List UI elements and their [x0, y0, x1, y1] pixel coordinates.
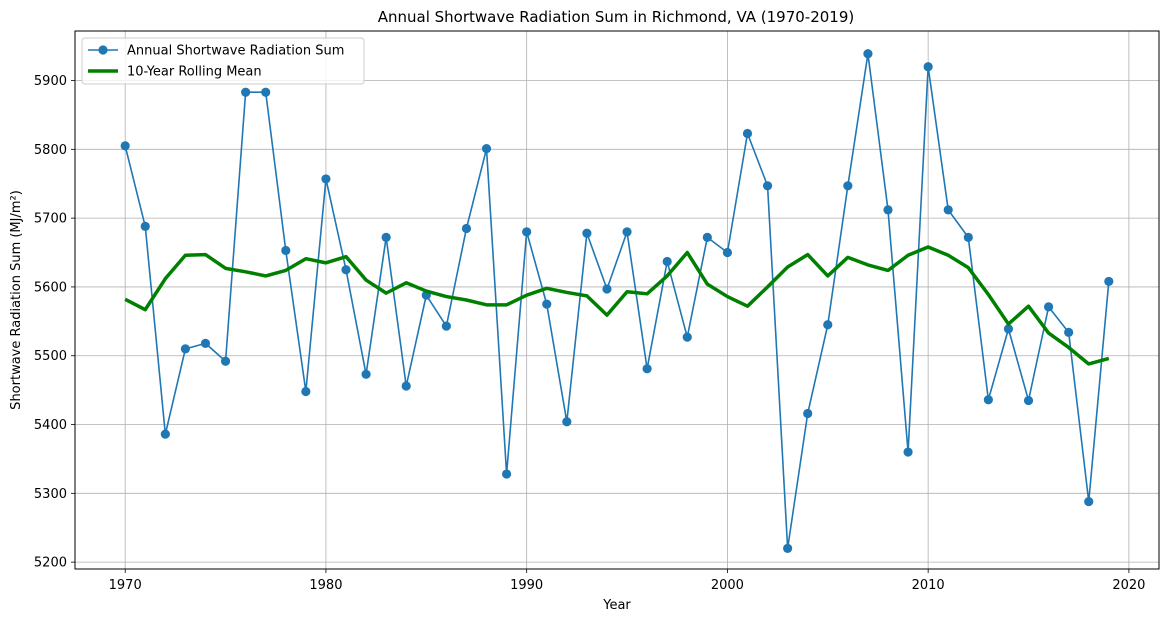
data-point: [783, 543, 793, 553]
data-point: [762, 181, 773, 191]
x-tick-label: 1980: [309, 578, 342, 593]
data-point: [582, 228, 592, 238]
data-point: [381, 232, 391, 242]
y-tick-label: 5400: [34, 418, 67, 433]
data-point: [401, 381, 411, 391]
data-point: [1064, 327, 1074, 337]
data-point: [361, 369, 371, 379]
data-point: [983, 395, 993, 405]
data-point: [963, 232, 973, 242]
y-tick-label: 5900: [34, 74, 67, 89]
data-point: [903, 447, 913, 457]
y-tick-label: 5500: [34, 349, 67, 364]
legend-marker: [98, 45, 108, 55]
data-point: [140, 221, 150, 231]
series-line-2: [124, 245, 1110, 366]
data-point: [261, 87, 271, 97]
data-point: [863, 49, 873, 59]
data-point: [180, 344, 191, 354]
y-tick-label: 5200: [34, 556, 67, 571]
series-line-1: [124, 52, 1110, 550]
y-axis: 5200 5300 5400 5500 5600 5700 5800 5900: [34, 74, 75, 571]
data-point: [321, 174, 331, 184]
data-point: [662, 256, 672, 267]
data-point: [682, 332, 692, 342]
x-axis: 1970 1980 1990 2000 2010 2020: [109, 569, 1145, 593]
data-point: [501, 469, 512, 479]
y-tick-label: 5800: [34, 143, 67, 158]
y-tick-label: 5300: [34, 487, 67, 502]
data-point: [722, 247, 733, 258]
data-point: [200, 338, 211, 348]
data-point: [823, 320, 833, 330]
x-tick-label: 1990: [510, 578, 543, 593]
plot-frame: [74, 30, 1160, 570]
y-tick-label: 5600: [34, 280, 67, 295]
data-point: [642, 364, 652, 374]
x-tick-label: 2000: [711, 578, 744, 593]
data-point: [742, 128, 753, 139]
data-point: [461, 223, 472, 234]
data-point: [241, 87, 251, 97]
data-point: [1003, 324, 1014, 334]
data-point: [562, 417, 572, 427]
data-point: [281, 245, 291, 256]
data-point: [702, 232, 712, 242]
data-point: [220, 356, 231, 366]
data-point: [160, 429, 170, 439]
y-axis-label: Shortwave Radiation Sum (MJ/m²): [9, 190, 24, 410]
y-tick-label: 5700: [34, 212, 67, 227]
data-point: [341, 265, 351, 275]
legend-items: Annual Shortwave Radiation Sum 10-Year Ro…: [88, 44, 344, 80]
data-point: [481, 144, 492, 154]
data-point: [441, 321, 451, 331]
x-axis-label: Year: [602, 598, 631, 613]
data-point: [622, 227, 632, 237]
data-point: [923, 62, 933, 72]
series-layer: [120, 49, 1114, 553]
grid: [75, 31, 1159, 569]
data-point: [1043, 302, 1054, 312]
data-point: [1084, 496, 1094, 507]
legend-label: 10-Year Rolling Mean: [127, 65, 262, 80]
data-point: [542, 299, 552, 309]
legend-box: [81, 37, 365, 85]
data-point: [1104, 276, 1114, 287]
chart-title: Annual Shortwave Radiation Sum in Richmo…: [378, 8, 855, 26]
data-point: [843, 181, 853, 191]
data-point: [1023, 395, 1034, 406]
data-point: [120, 141, 130, 151]
x-tick-label: 2020: [1112, 578, 1145, 593]
data-point: [943, 205, 953, 215]
x-tick-label: 1970: [109, 578, 142, 593]
data-point: [803, 408, 813, 419]
data-point: [883, 205, 893, 215]
legend: Annual Shortwave Radiation Sum 10-Year Ro…: [81, 37, 365, 85]
data-point: [522, 227, 532, 237]
x-tick-label: 2010: [912, 578, 945, 593]
data-point: [602, 284, 612, 294]
legend-label: Annual Shortwave Radiation Sum: [127, 44, 344, 59]
data-point: [301, 386, 311, 397]
